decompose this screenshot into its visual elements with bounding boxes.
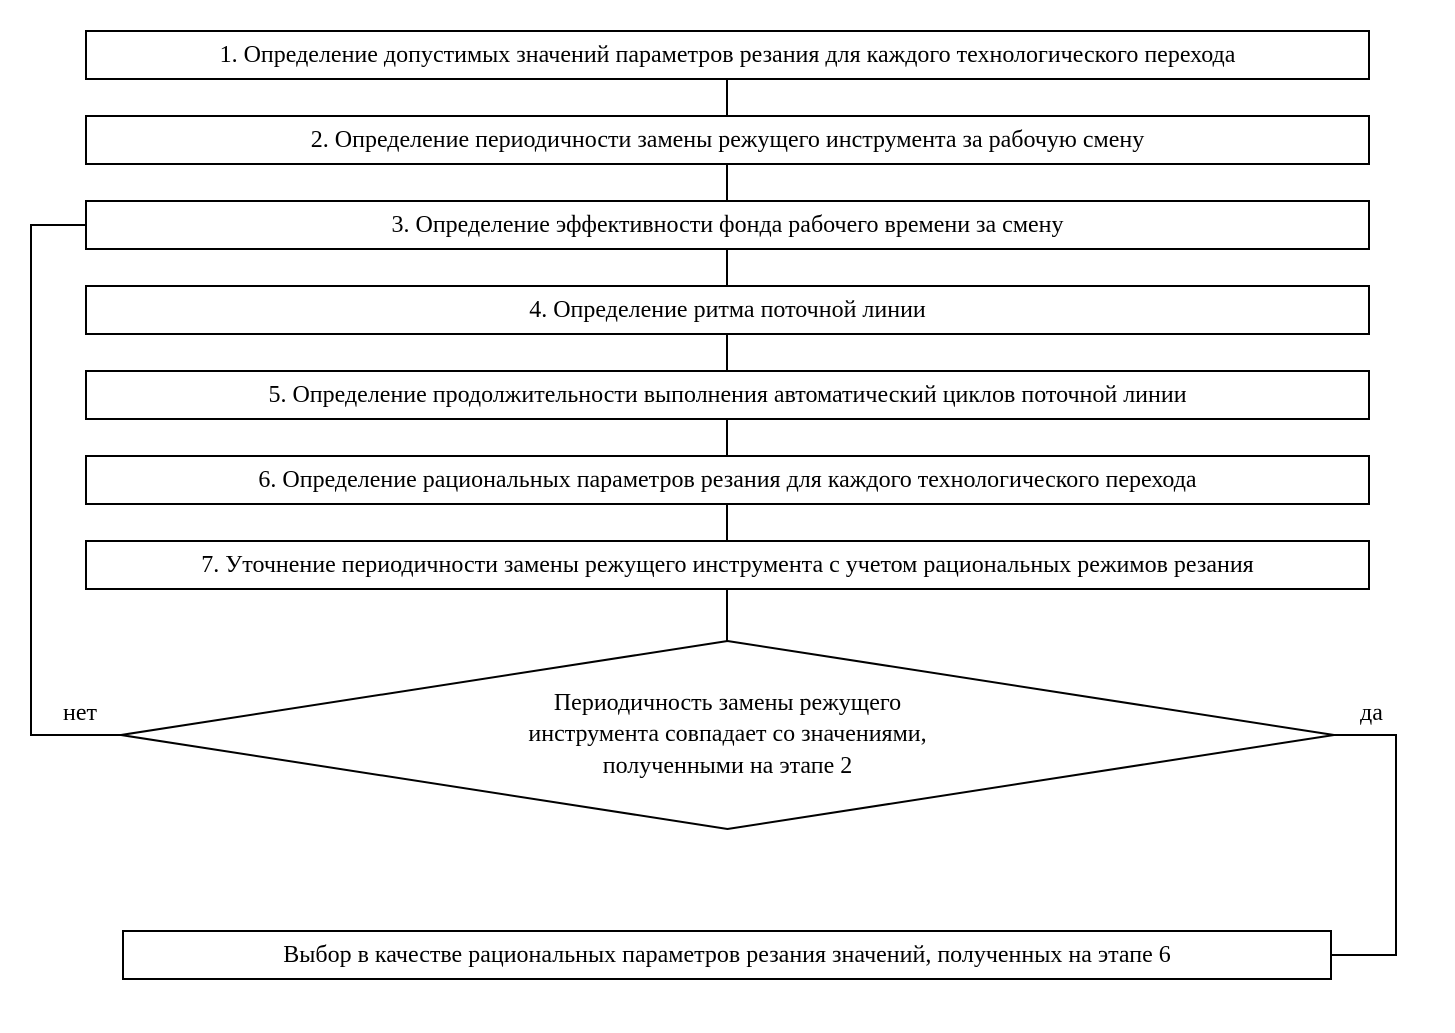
step-box-3: 3. Определение эффективности фонда рабоч… (85, 200, 1370, 250)
no-path-to-step3 (30, 224, 85, 226)
step-box-1: 1. Определение допустимых значений парам… (85, 30, 1370, 80)
no-path-v (30, 224, 32, 736)
yes-path-to-final (1332, 954, 1397, 956)
decision-label-wrap: Периодичность замены режущего инструмент… (120, 640, 1335, 830)
decision-node: Периодичность замены режущего инструмент… (120, 640, 1335, 830)
connector-3-4 (726, 250, 728, 285)
step-label-4: 4. Определение ритма поточной линии (529, 297, 926, 324)
step-box-7: 7. Уточнение периодичности замены режуще… (85, 540, 1370, 590)
step-label-6: 6. Определение рациональных параметров р… (258, 467, 1196, 494)
connector-1-2 (726, 80, 728, 115)
step-label-1: 1. Определение допустимых значений парам… (220, 42, 1236, 69)
decision-label: Периодичность замены режущего инструмент… (528, 688, 926, 782)
step-box-2: 2. Определение периодичности замены режу… (85, 115, 1370, 165)
decision-no-label: нет (63, 700, 97, 727)
step-label-3: 3. Определение эффективности фонда рабоч… (392, 212, 1064, 239)
decision-yes-label: да (1360, 700, 1383, 727)
step-label-2: 2. Определение периодичности замены режу… (311, 127, 1144, 154)
connector-5-6 (726, 420, 728, 455)
step-label-7: 7. Уточнение периодичности замены режуще… (201, 552, 1253, 579)
step-box-6: 6. Определение рациональных параметров р… (85, 455, 1370, 505)
step-box-4: 4. Определение ритма поточной линии (85, 285, 1370, 335)
final-box: Выбор в качестве рациональных параметров… (122, 930, 1332, 980)
connector-6-7 (726, 505, 728, 540)
no-path-h (30, 734, 122, 736)
step-label-5: 5. Определение продолжительности выполне… (268, 382, 1186, 409)
final-label: Выбор в качестве рациональных параметров… (283, 942, 1171, 969)
connector-2-3 (726, 165, 728, 200)
connector-4-5 (726, 335, 728, 370)
step-box-5: 5. Определение продолжительности выполне… (85, 370, 1370, 420)
yes-path-h (1333, 734, 1397, 736)
connector-7-decision (726, 590, 728, 642)
yes-path-v (1395, 734, 1397, 955)
